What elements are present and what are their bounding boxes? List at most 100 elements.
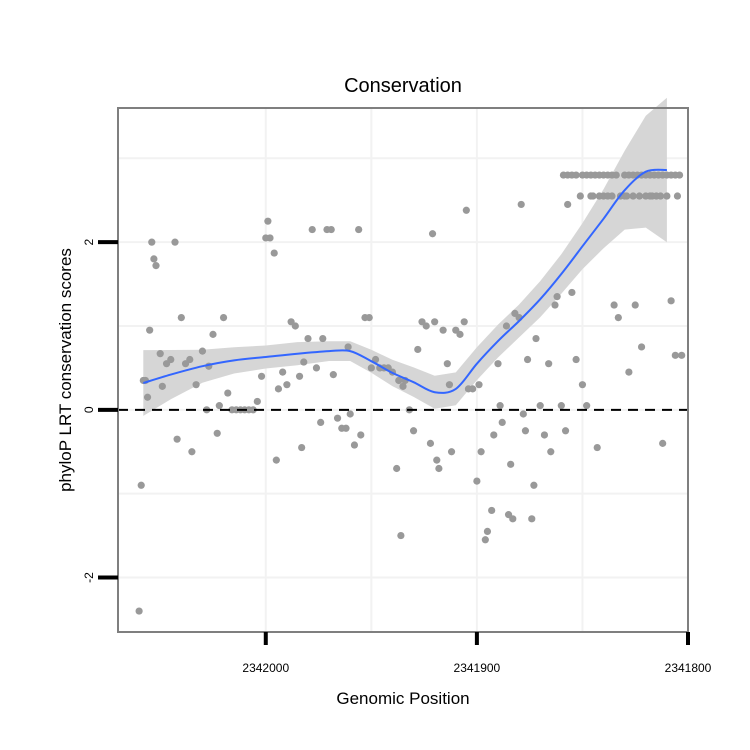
data-point bbox=[481, 536, 489, 544]
data-point bbox=[317, 418, 325, 426]
data-point bbox=[146, 326, 154, 334]
panel-border bbox=[117, 107, 689, 633]
data-point bbox=[395, 376, 403, 385]
data-point bbox=[167, 355, 175, 364]
data-point bbox=[409, 427, 418, 435]
data-point bbox=[143, 393, 152, 401]
data-point bbox=[150, 255, 158, 263]
data-point bbox=[608, 192, 616, 200]
data-point bbox=[551, 301, 559, 309]
data-point bbox=[532, 334, 540, 343]
data-point bbox=[530, 481, 538, 489]
smooth-line bbox=[143, 168, 667, 394]
data-point bbox=[186, 355, 194, 364]
data-point bbox=[494, 360, 502, 368]
data-point bbox=[631, 301, 639, 309]
data-point bbox=[422, 322, 430, 330]
data-point bbox=[264, 217, 272, 225]
data-point bbox=[509, 515, 517, 523]
data-point bbox=[572, 171, 580, 179]
data-point bbox=[253, 397, 261, 406]
data-point bbox=[399, 382, 407, 390]
data-point bbox=[291, 322, 299, 330]
data-point bbox=[173, 435, 181, 443]
data-point bbox=[171, 238, 179, 246]
data-point bbox=[673, 192, 682, 200]
data-point bbox=[610, 301, 618, 309]
data-point bbox=[357, 431, 365, 439]
data-point bbox=[678, 351, 686, 359]
data-point bbox=[502, 322, 511, 330]
data-point bbox=[572, 355, 580, 364]
x-tick-label: 2341900 bbox=[454, 661, 501, 675]
data-point bbox=[308, 225, 316, 234]
data-point bbox=[568, 288, 576, 297]
data-point bbox=[295, 372, 304, 380]
data-point bbox=[557, 402, 565, 410]
data-point bbox=[564, 200, 572, 209]
data-point bbox=[304, 334, 312, 343]
data-point bbox=[625, 368, 633, 376]
data-point bbox=[637, 343, 646, 351]
data-point bbox=[152, 262, 160, 270]
data-point bbox=[519, 410, 527, 418]
data-point bbox=[583, 402, 591, 410]
data-point bbox=[612, 171, 620, 179]
data-point bbox=[350, 441, 359, 449]
data-point bbox=[213, 429, 221, 437]
data-point bbox=[439, 326, 447, 334]
data-point bbox=[393, 464, 401, 473]
data-point bbox=[209, 330, 217, 338]
data-point bbox=[435, 464, 443, 473]
data-point bbox=[507, 460, 515, 468]
data-point bbox=[473, 477, 481, 485]
data-point bbox=[279, 368, 287, 376]
data-point bbox=[445, 381, 454, 389]
data-point bbox=[553, 293, 561, 301]
data-point bbox=[460, 318, 468, 326]
data-point bbox=[365, 314, 373, 322]
data-point bbox=[547, 448, 555, 456]
data-point bbox=[635, 192, 644, 200]
axes: 2342000 2341900 2341800 -2 0 2 bbox=[82, 238, 712, 675]
data-point bbox=[319, 334, 327, 343]
chart-title: Conservation bbox=[344, 75, 462, 97]
scatter-points bbox=[135, 171, 686, 615]
data-point bbox=[298, 443, 306, 452]
data-point bbox=[355, 225, 363, 234]
data-point bbox=[327, 225, 335, 234]
data-point bbox=[333, 414, 342, 422]
data-point bbox=[659, 439, 667, 447]
data-point bbox=[177, 314, 185, 322]
data-point bbox=[528, 515, 536, 523]
data-point bbox=[475, 381, 483, 389]
x-tick-label: 2342000 bbox=[242, 661, 289, 675]
data-point bbox=[137, 481, 145, 489]
data-point bbox=[397, 531, 405, 540]
data-point bbox=[426, 439, 435, 447]
data-point bbox=[462, 206, 470, 214]
data-point bbox=[536, 402, 544, 410]
data-point bbox=[188, 448, 196, 456]
data-point bbox=[274, 385, 283, 393]
data-point bbox=[623, 192, 631, 200]
data-point bbox=[367, 364, 375, 372]
data-point bbox=[270, 249, 278, 257]
data-point bbox=[496, 402, 504, 410]
data-point bbox=[344, 343, 352, 351]
data-point bbox=[371, 355, 380, 364]
data-point bbox=[329, 371, 337, 379]
data-point bbox=[498, 418, 506, 426]
data-point bbox=[578, 381, 587, 389]
data-point bbox=[431, 318, 439, 326]
data-point bbox=[576, 192, 584, 200]
data-point bbox=[490, 431, 498, 439]
y-tick-label: -2 bbox=[82, 572, 96, 583]
data-point bbox=[593, 443, 601, 452]
data-point bbox=[433, 456, 441, 464]
data-point bbox=[148, 238, 156, 246]
data-point bbox=[589, 192, 597, 200]
data-point bbox=[443, 360, 451, 368]
data-point bbox=[656, 192, 665, 200]
